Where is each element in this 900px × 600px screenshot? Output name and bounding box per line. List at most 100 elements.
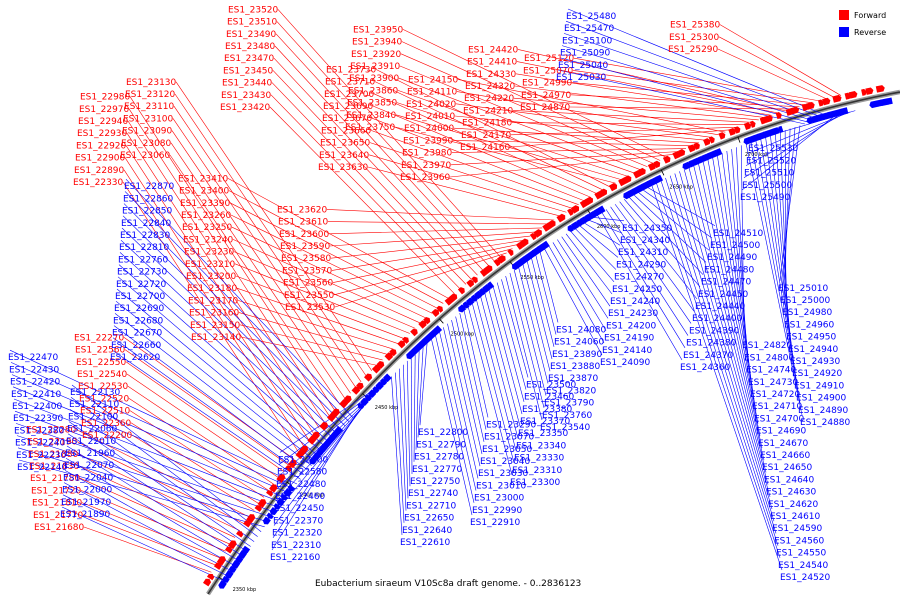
forward-leader-line — [237, 300, 394, 350]
reverse-leader-line — [688, 166, 767, 473]
forward-gene — [529, 232, 537, 241]
forward-gene — [431, 309, 440, 318]
forward-leader-line — [513, 97, 759, 121]
forward-gene-label: ES1_23690 — [323, 102, 374, 112]
reverse-leader-line — [683, 169, 769, 485]
forward-gene-label: ES1_23970 — [401, 161, 452, 171]
forward-leader-line — [123, 169, 305, 447]
forward-leader-line — [125, 145, 315, 435]
reverse-leader-line — [391, 376, 403, 536]
forward-gene-label: ES1_22560 — [75, 346, 126, 356]
forward-gene-label: ES1_23610 — [278, 218, 329, 228]
forward-gene — [331, 408, 340, 417]
forward-gene — [789, 106, 800, 115]
forward-gene-label: ES1_23630 — [318, 163, 369, 173]
forward-gene — [471, 276, 478, 284]
forward-gene — [718, 132, 726, 140]
forward-leader-line — [367, 166, 561, 217]
reverse-leader-line — [439, 330, 477, 491]
reverse-gene-label: ES1_22710 — [406, 501, 457, 511]
forward-gene-label: ES1_23420 — [220, 103, 271, 113]
reverse-gene-label: ES1_22660 — [111, 341, 162, 351]
forward-leader-line — [275, 33, 490, 267]
reverse-gene-label: ES1_24200 — [606, 321, 657, 331]
reverse-leader-line — [9, 349, 298, 485]
forward-gene-label: ES1_23520 — [228, 5, 279, 15]
reverse-gene — [368, 389, 377, 398]
forward-leader-line — [455, 103, 713, 138]
forward-gene — [693, 142, 700, 150]
forward-leader-line — [454, 115, 706, 141]
forward-gene-label: ES1_22540 — [77, 370, 128, 380]
reverse-gene — [579, 216, 588, 225]
forward-gene-label: ES1_23750 — [345, 123, 396, 133]
reverse-leader-line — [651, 184, 783, 571]
forward-leader-line — [127, 385, 275, 485]
reverse-gene-label: ES1_24930 — [790, 357, 841, 367]
reverse-leader-line — [539, 251, 559, 323]
reverse-leader-line — [501, 279, 529, 378]
forward-gene — [687, 144, 696, 153]
reverse-gene — [462, 301, 470, 309]
reverse-gene-label: ES1_23290 — [486, 420, 537, 430]
forward-gene-label: ES1_22940 — [78, 117, 129, 127]
reverse-gene-label: ES1_24080 — [556, 325, 607, 335]
forward-leader-line — [82, 514, 217, 566]
forward-gene-label: ES1_23160 — [189, 309, 240, 319]
forward-gene-label: ES1_21880 — [28, 450, 79, 460]
reverse-gene-label: ES1_22480 — [276, 480, 327, 490]
forward-gene-label: ES1_21810 — [32, 499, 83, 509]
forward-gene-label: ES1_24150 — [408, 75, 459, 85]
forward-gene-label: ES1_23620 — [277, 205, 328, 215]
forward-gene-label: ES1_23400 — [179, 187, 230, 197]
forward-leader-line — [124, 349, 290, 466]
forward-leader-line — [373, 93, 598, 195]
reverse-gene-label: ES1_23300 — [510, 478, 561, 488]
forward-gene — [483, 265, 493, 275]
reverse-gene-label: ES1_22230 — [16, 451, 67, 461]
reverse-leader-line — [563, 33, 821, 121]
forward-gene-label: ES1_21770 — [33, 511, 84, 521]
forward-gene — [466, 279, 474, 288]
reverse-gene-label: ES1_24470 — [701, 278, 752, 288]
reverse-leader-line — [565, 233, 613, 295]
forward-leader-line — [453, 127, 700, 144]
forward-gene-label: ES1_22270 — [74, 333, 125, 343]
forward-gene — [865, 87, 874, 95]
forward-gene — [570, 205, 580, 214]
reverse-leader-line — [271, 413, 357, 551]
forward-leader-line — [457, 79, 726, 133]
forward-gene-label: ES1_23110 — [124, 102, 175, 112]
reverse-gene — [418, 339, 427, 348]
reverse-gene-label: ES1_24370 — [683, 351, 734, 361]
reverse-leader-line — [588, 219, 623, 234]
forward-leader-line — [456, 91, 719, 136]
forward-gene-label: ES1_23920 — [351, 50, 402, 60]
reverse-gene — [287, 484, 296, 492]
reverse-leader-line — [484, 292, 521, 427]
forward-leader-line — [172, 118, 357, 388]
forward-gene — [351, 386, 361, 395]
reverse-gene — [406, 350, 416, 360]
reverse-leader-line — [496, 282, 527, 390]
reverse-gene — [333, 425, 344, 436]
reverse-gene-label: ES1_23870 — [548, 374, 599, 384]
forward-gene-label: ES1_22520 — [79, 394, 130, 404]
reverse-gene-label: ES1_23050 — [482, 445, 533, 455]
forward-gene-label: ES1_23240 — [183, 235, 234, 245]
reverse-leader-line — [122, 215, 342, 431]
forward-gene — [775, 111, 782, 120]
forward-gene — [702, 138, 711, 146]
reverse-gene-label: ES1_23070 — [484, 433, 535, 443]
forward-gene-label: ES1_23150 — [190, 321, 241, 331]
reverse-gene-label: ES1_23460 — [524, 393, 575, 403]
forward-gene-label: ES1_23430 — [221, 91, 272, 101]
reverse-gene-label: ES1_25530 — [748, 144, 799, 154]
reverse-leader-line — [443, 327, 479, 479]
reverse-leader-line — [505, 276, 543, 421]
forward-gene-label: ES1_23090 — [122, 127, 173, 137]
reverse-leader-line — [693, 164, 765, 461]
reverse-gene-label: ES1_24520 — [780, 573, 831, 583]
forward-gene — [533, 229, 542, 238]
forward-leader-line — [234, 263, 410, 334]
